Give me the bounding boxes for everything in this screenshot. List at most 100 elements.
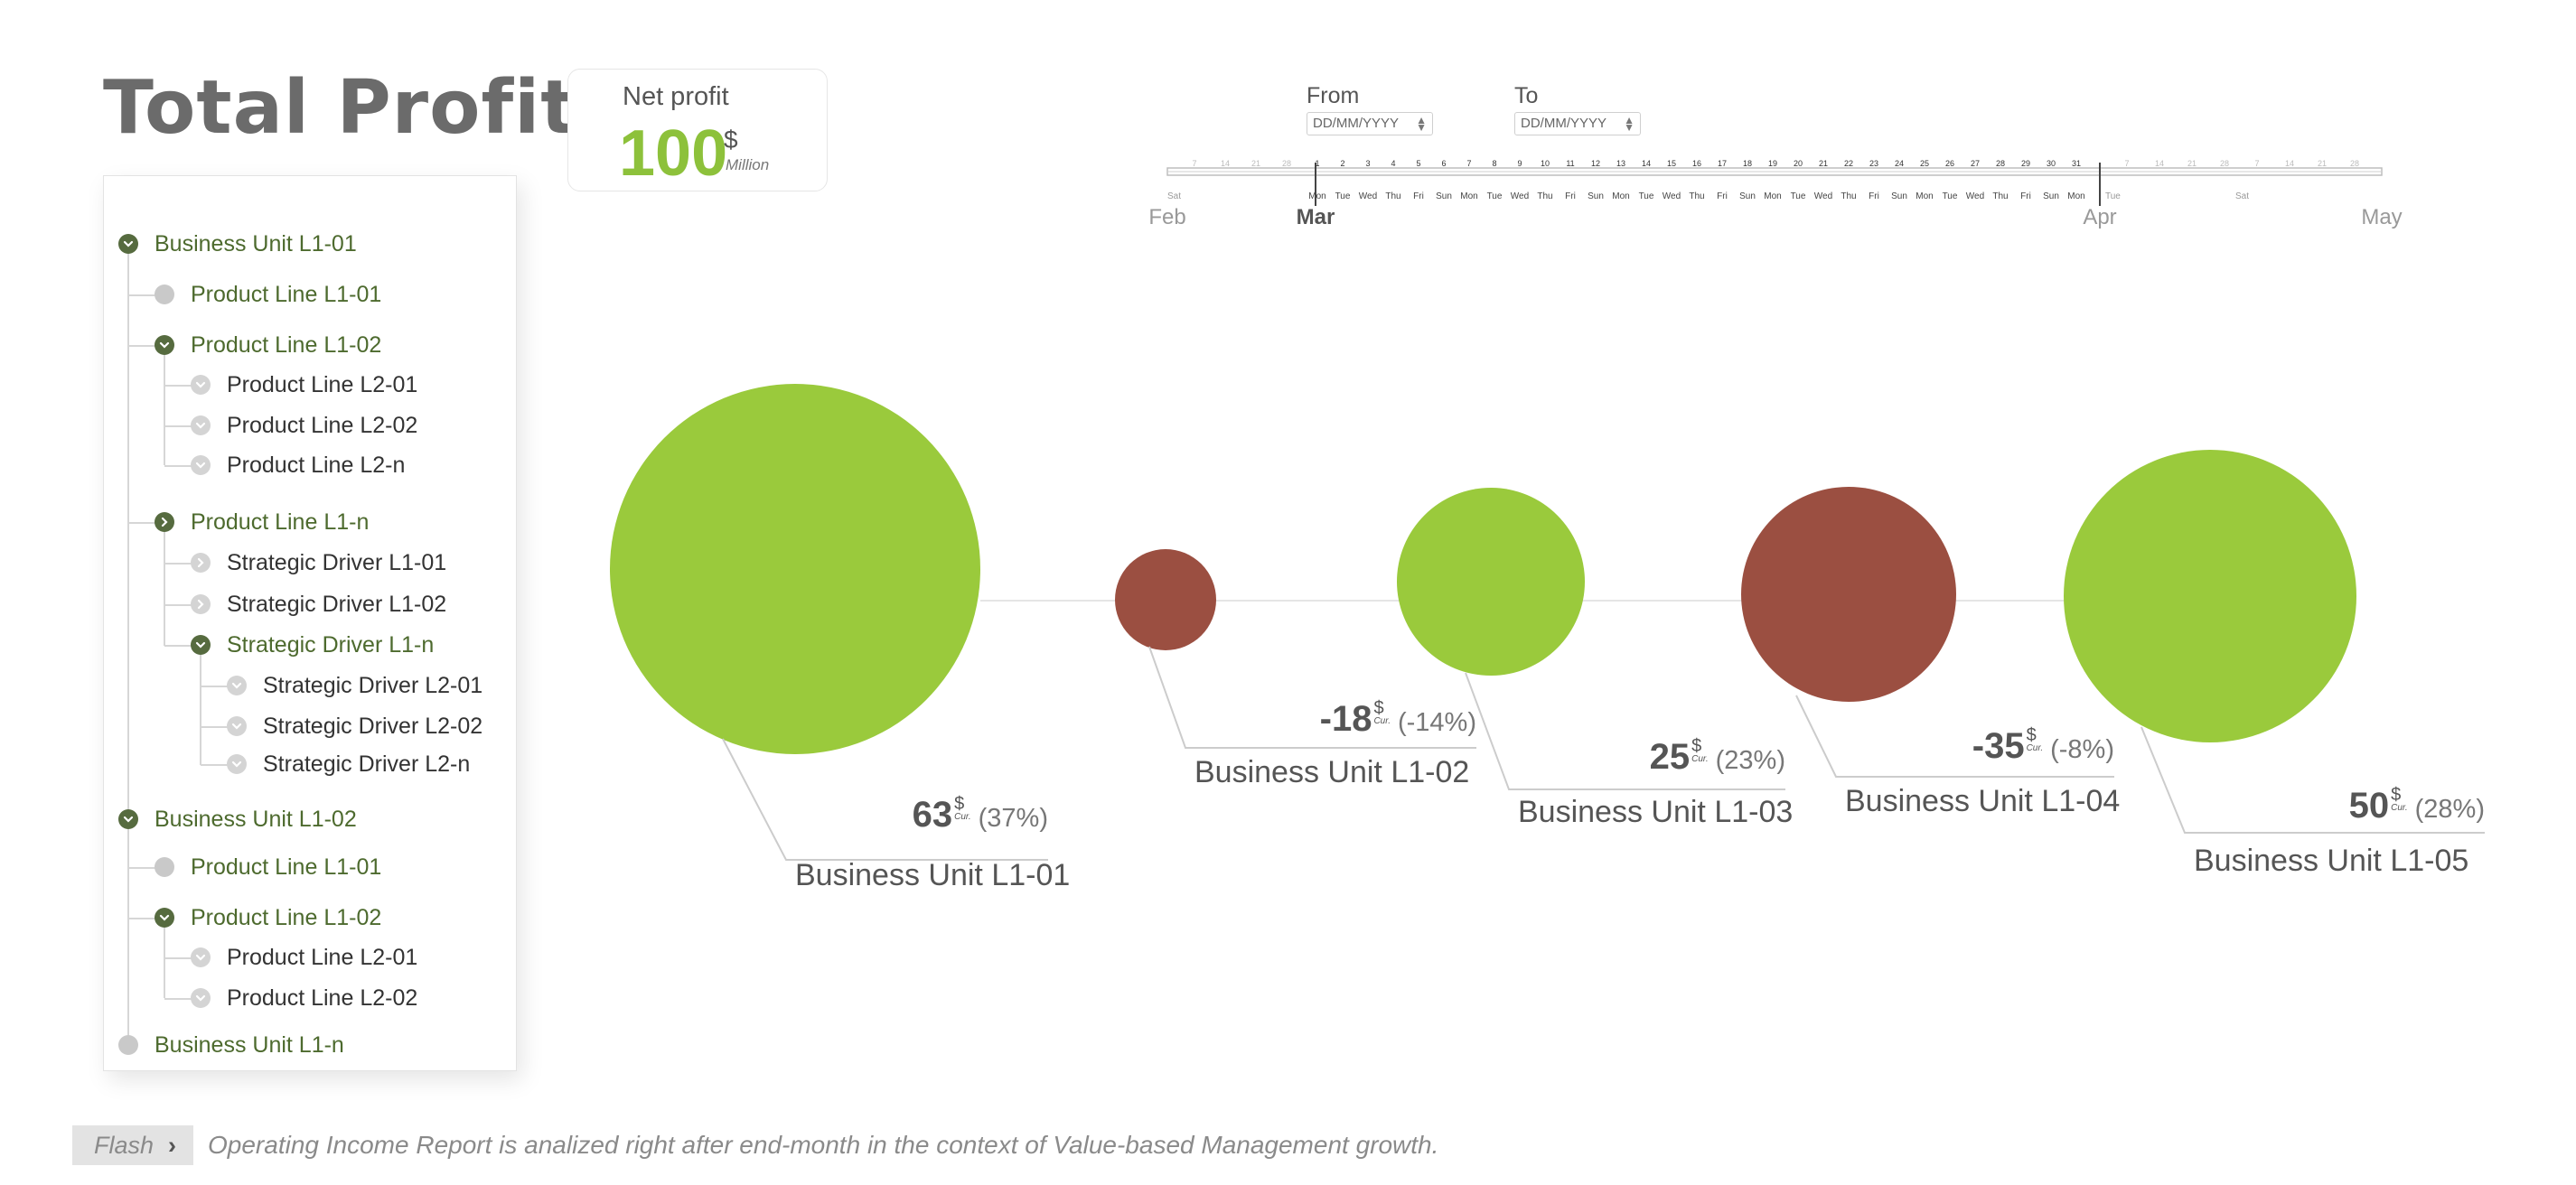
- chevron-right-icon: ›: [168, 1131, 177, 1159]
- bubble-value-number: 25: [1649, 737, 1691, 777]
- chevron-down-icon[interactable]: [118, 234, 138, 254]
- tree-item[interactable]: Product Line L1-01: [155, 852, 381, 882]
- chevron-right-icon[interactable]: [191, 553, 211, 573]
- tree-node-dot-icon[interactable]: [118, 1035, 138, 1055]
- bubble-2[interactable]: [1115, 549, 1216, 650]
- timeline-weekday-label: Fri: [1717, 191, 1728, 201]
- timeline-weekday-label: Fri: [2020, 191, 2031, 201]
- net-profit-currency: $: [724, 126, 738, 154]
- chevron-down-icon[interactable]: [227, 676, 247, 695]
- chevron-down-icon[interactable]: [191, 988, 211, 1008]
- timeline-weekday-label: Tue: [1335, 191, 1351, 201]
- timeline-weekday-label: Sun: [1739, 191, 1756, 201]
- tree-item-label: Product Line L2-n: [227, 452, 406, 478]
- chevron-down-icon[interactable]: [191, 455, 211, 475]
- tree-item[interactable]: Strategic Driver L1-n: [191, 630, 434, 660]
- tree-item-label: Product Line L2-01: [227, 944, 418, 970]
- bubble-leader-line: [2140, 726, 2485, 834]
- bubble-leader-line: [1465, 672, 1785, 790]
- tree-item[interactable]: Product Line L1-n: [155, 507, 369, 537]
- tree-item[interactable]: Product Line L1-02: [155, 902, 381, 933]
- timeline-weekday-label: Mon: [1764, 191, 1781, 201]
- chevron-right-icon[interactable]: [155, 512, 174, 532]
- bubble-currency-sub: Cur.: [1691, 754, 1709, 764]
- chevron-down-icon[interactable]: [191, 375, 211, 395]
- timeline-day-label: 30: [2047, 159, 2056, 168]
- tree-item[interactable]: Product Line L2-01: [191, 942, 417, 973]
- chevron-down-icon[interactable]: [191, 415, 211, 435]
- bubble-leader-line: [1148, 646, 1476, 749]
- bubble-currency: $ Cur.: [1691, 737, 1709, 764]
- tree-item[interactable]: Product Line L2-02: [191, 410, 417, 441]
- timeline-day-label: 9: [1517, 159, 1522, 168]
- tree-item[interactable]: Product Line L2-n: [191, 450, 405, 481]
- tree-node-dot-icon[interactable]: [155, 285, 174, 304]
- timeline-day-label: 28: [2220, 159, 2229, 168]
- tree-item[interactable]: Product Line L1-02: [155, 330, 381, 360]
- timeline-day-label: 3: [1365, 159, 1370, 168]
- tree-item[interactable]: Strategic Driver L2-02: [227, 711, 482, 742]
- chevron-down-icon[interactable]: [155, 908, 174, 928]
- bubble-label: Business Unit L1-05: [2194, 844, 2469, 878]
- to-date-spinner-icon[interactable]: ▲ ▼: [1624, 114, 1635, 134]
- from-date-value: DD/MM/YYYY: [1313, 116, 1400, 131]
- tree-item[interactable]: Strategic Driver L1-02: [191, 589, 446, 620]
- chevron-right-icon[interactable]: [191, 594, 211, 614]
- bubble-currency-sub: Cur.: [2026, 743, 2044, 753]
- bubble-value: 50 $ Cur. (28%): [2349, 786, 2485, 826]
- bubble-value-number: 63: [912, 795, 953, 835]
- bubble-currency-symbol: $: [2026, 725, 2037, 745]
- tree-item[interactable]: Strategic Driver L2-01: [227, 670, 482, 701]
- chevron-down-icon[interactable]: [191, 635, 211, 655]
- tree-item[interactable]: Product Line L2-01: [191, 369, 417, 400]
- timeline-day-label: 2: [1340, 159, 1344, 168]
- tree-node-dot-icon[interactable]: [155, 857, 174, 877]
- flash-message: Operating Income Report is analized righ…: [208, 1131, 1439, 1159]
- timeline-day-label: 7: [1192, 159, 1196, 168]
- tree-item[interactable]: Strategic Driver L2-n: [227, 749, 470, 779]
- chevron-down-icon[interactable]: [227, 716, 247, 736]
- tree-item[interactable]: Product Line L2-02: [191, 983, 417, 1013]
- bubble-currency: $ Cur.: [2027, 726, 2044, 753]
- chevron-down-icon[interactable]: [155, 335, 174, 355]
- page-title: Total Profits: [103, 65, 623, 151]
- bubble-currency-sub: Cur.: [2391, 803, 2408, 813]
- bubble-3[interactable]: [1397, 488, 1585, 676]
- bubble-value: -35 $ Cur. (-8%): [1972, 726, 2114, 767]
- timeline-day-label: 6: [1441, 159, 1446, 168]
- from-date-spinner-icon[interactable]: ▲ ▼: [1416, 114, 1427, 134]
- bubble-5[interactable]: [2064, 450, 2356, 742]
- net-profit-card: Net profit 100 $ Million: [567, 69, 828, 191]
- to-date-input[interactable]: DD/MM/YYYY ▲ ▼: [1514, 112, 1641, 135]
- bubble-1[interactable]: [610, 384, 980, 754]
- timeline-day-label: 13: [1616, 159, 1625, 168]
- timeline-day-label: 7: [2254, 159, 2259, 168]
- bubble-4[interactable]: [1741, 487, 1956, 702]
- timeline-weekday-label: Tue: [2105, 191, 2121, 201]
- timeline-day-label: 27: [1971, 159, 1980, 168]
- to-label: To: [1514, 83, 1539, 108]
- tree-item[interactable]: Strategic Driver L1-01: [191, 547, 446, 578]
- flash-button[interactable]: Flash ›: [72, 1125, 193, 1165]
- tree-item[interactable]: Business Unit L1-01: [118, 229, 357, 259]
- timeline-day-label: 28: [2350, 159, 2359, 168]
- tree-item[interactable]: Business Unit L1-02: [118, 804, 357, 835]
- chevron-down-icon[interactable]: [227, 754, 247, 774]
- timeline-weekday-label: Thu: [1385, 191, 1400, 201]
- tree-item-label: Product Line L1-n: [191, 509, 370, 535]
- chevron-down-icon[interactable]: [191, 947, 211, 967]
- timeline-day-label: 8: [1492, 159, 1496, 168]
- bubble-currency: $ Cur.: [954, 795, 971, 822]
- bubble-value-number: 50: [2348, 786, 2390, 826]
- tree-item[interactable]: Business Unit L1-n: [118, 1030, 344, 1060]
- tree-item[interactable]: Product Line L1-01: [155, 279, 381, 310]
- timeline-ruler[interactable]: 7 14 21 28 1 Mon 2 Tue 3 Wed 4 Thu 5 Fri 6 Sun 7 Mon 8 Tue 9…: [1129, 154, 2431, 244]
- timeline-day-label: 23: [1869, 159, 1878, 168]
- from-date-input[interactable]: DD/MM/YYYY ▲ ▼: [1307, 112, 1433, 135]
- chevron-down-icon[interactable]: [118, 809, 138, 829]
- tree-item-label: Strategic Driver L1-02: [227, 591, 447, 617]
- timeline-day-label: 24: [1895, 159, 1904, 168]
- tree-item-label: Business Unit L1-02: [155, 806, 357, 832]
- timeline-day-label: 20: [1794, 159, 1803, 168]
